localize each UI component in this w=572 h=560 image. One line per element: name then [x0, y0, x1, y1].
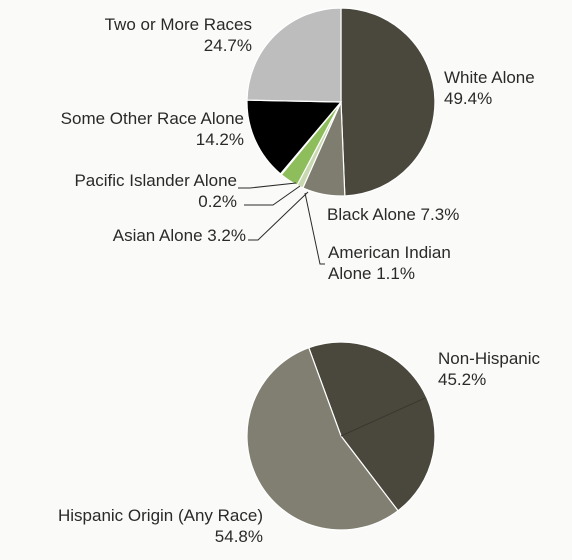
hispanic-slice-divider — [340, 397, 426, 437]
race-leader-line — [248, 191, 309, 241]
race-pie-chart: White Alone 49.4% Black Alone 7.3% American… — [61, 7, 535, 283]
race-slice-white-alone — [340, 7, 436, 197]
race-leader-line — [304, 192, 325, 265]
race-label-two-or-more-races: Two or More Races 24.7% — [105, 15, 252, 55]
race-slice-two-or-more-races — [246, 7, 342, 103]
hispanic-label-non-hispanic: Non-Hispanic 45.2% — [438, 349, 541, 389]
race-label-pacific-islander-alone: Pacific Islander Alone 0.2% — [74, 171, 237, 211]
race-label-white-alone: White Alone 49.4% — [444, 68, 535, 108]
race-leader-line — [238, 182, 297, 189]
race-label-some-other-race-alone: Some Other Race Alone 14.2% — [61, 109, 244, 149]
race-slice-some-other-race-alone — [246, 99, 343, 175]
hispanic-label-hispanic-origin-any-race: Hispanic Origin (Any Race) 54.8% — [58, 506, 263, 546]
hispanic-slice-hispanic-origin-any-race — [246, 346, 399, 531]
race-leader-line — [244, 185, 301, 206]
hispanic-slice-non-hispanic — [308, 341, 436, 512]
race-label-black-alone: Black Alone 7.3% — [327, 205, 459, 224]
race-label-asian-alone: Asian Alone 3.2% — [113, 226, 246, 245]
race-label-american-indian-alone: American Indian Alone 1.1% — [328, 243, 451, 283]
